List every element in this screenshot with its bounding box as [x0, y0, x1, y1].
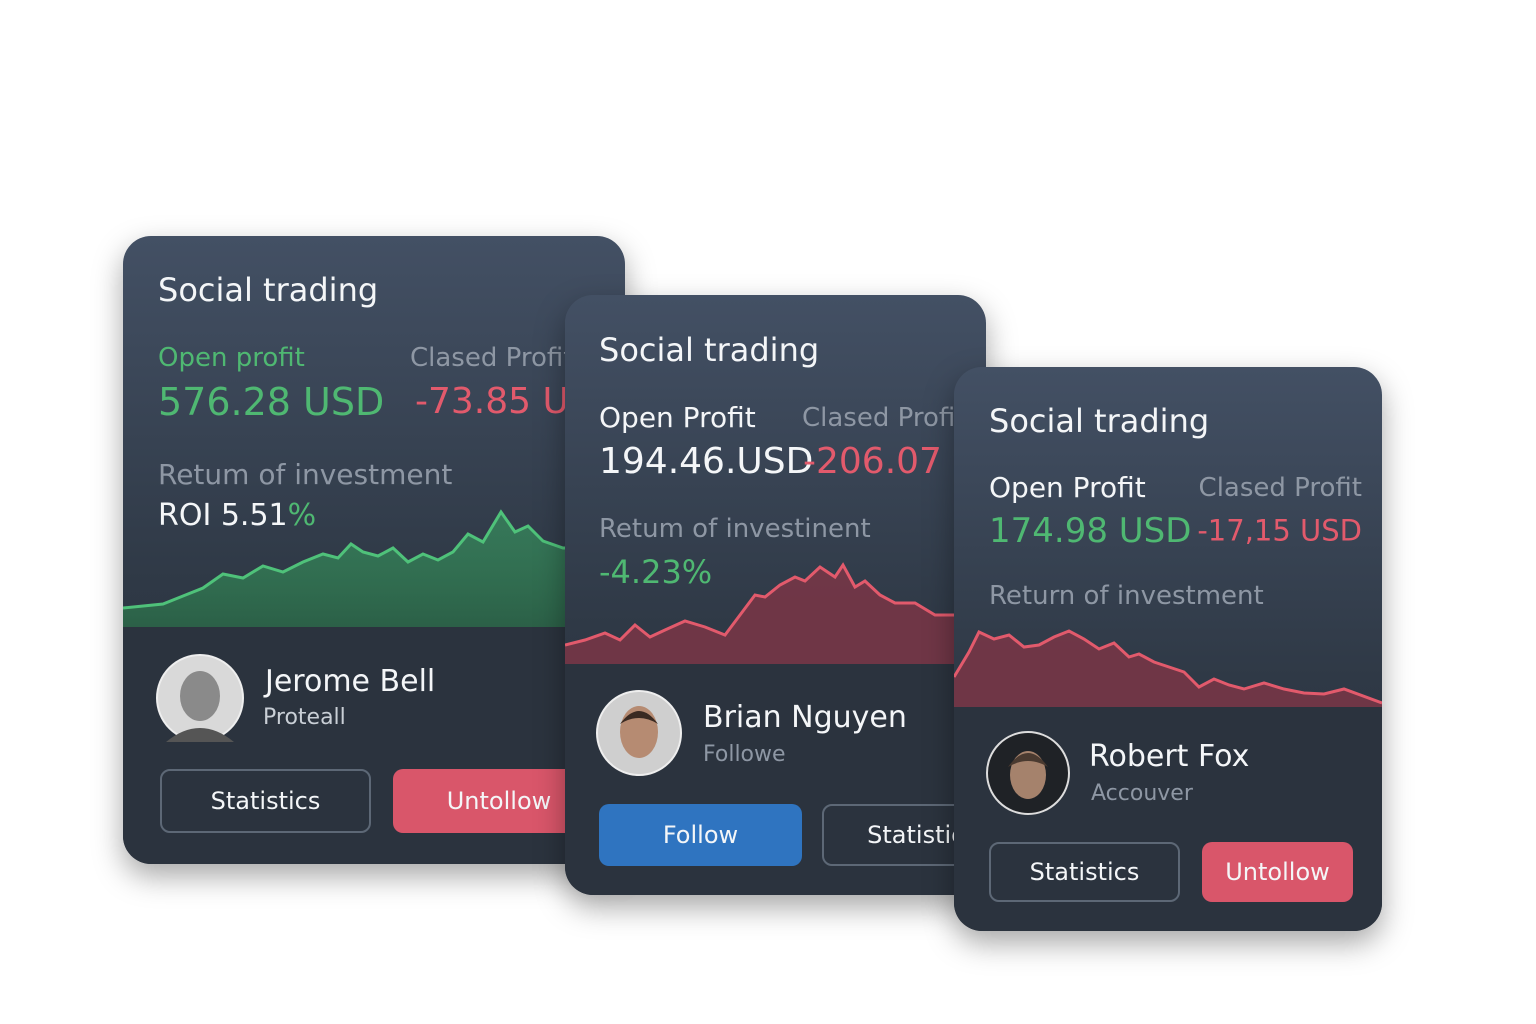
roi-label: Retum of investment — [158, 458, 453, 491]
closed-label: Clased Profit — [1198, 473, 1362, 503]
avatar — [596, 690, 682, 776]
card-title: Social trading — [989, 402, 1210, 440]
avatar — [156, 654, 244, 742]
follow-button[interactable]: Follow — [599, 804, 802, 866]
closed-label: Clased Profit — [410, 343, 574, 373]
statistics-button[interactable]: Statistics — [160, 769, 371, 833]
trader-name: Brian Nguyen — [703, 700, 907, 735]
trader-card: Social trading Open Profit 174.98 USD Cl… — [954, 367, 1382, 931]
roi-value: ROI 5.51% — [158, 501, 316, 531]
roi-unit: % — [287, 498, 317, 533]
open-label: Open profit — [158, 343, 305, 373]
trader-name: Robert Fox — [1089, 739, 1250, 774]
sparkline — [123, 509, 625, 627]
closed-value: -17,15 USD — [1197, 513, 1362, 548]
avatar — [986, 731, 1070, 815]
closed-label: Clased Profit — [802, 403, 966, 433]
open-value: 174.98 USD — [989, 511, 1192, 551]
unfollow-button[interactable]: Untollow — [1202, 842, 1353, 902]
trader-subtitle: Proteall — [263, 705, 346, 730]
trader-subtitle: Followe — [703, 742, 786, 767]
card-title: Social trading — [158, 271, 379, 309]
roi-label: Return of investment — [989, 581, 1264, 611]
open-label: Open Profit — [989, 471, 1146, 504]
statistics-button[interactable]: Statistics — [989, 842, 1180, 902]
trader-subtitle: Accouver — [1091, 781, 1193, 806]
open-label: Open Profit — [599, 401, 756, 434]
trader-card: Social trading Open Profit 194.46.USD Cl… — [565, 295, 986, 895]
roi-label: Retum of investinent — [599, 514, 871, 544]
open-value: 576.28 USD — [158, 380, 385, 424]
open-value: 194.46.USD — [599, 441, 814, 482]
sparkline — [565, 562, 986, 664]
trader-card: Social trading Open profit 576.28 USD Cl… — [123, 236, 625, 864]
roi-value: -4.23% — [599, 553, 713, 591]
roi-number: ROI 5.51 — [158, 498, 288, 533]
card-title: Social trading — [599, 331, 820, 369]
trader-name: Jerome Bell — [265, 664, 436, 699]
sparkline — [954, 629, 1382, 707]
